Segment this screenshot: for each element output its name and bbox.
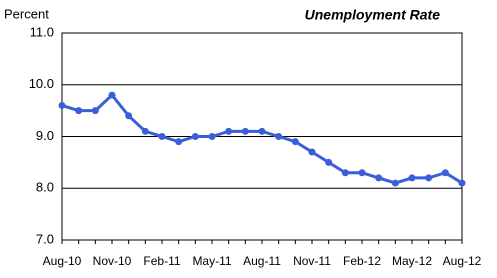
- x-tick-label: May-12: [392, 254, 432, 268]
- data-point: [125, 112, 133, 120]
- data-point: [108, 91, 116, 99]
- data-point: [308, 148, 316, 156]
- y-tick-label: 7.0: [36, 231, 54, 246]
- data-point: [408, 174, 416, 182]
- data-point: [91, 107, 99, 115]
- data-point: [58, 101, 66, 109]
- data-point: [458, 179, 466, 187]
- data-point: [275, 133, 283, 140]
- data-point: [158, 133, 166, 140]
- data-point: [141, 127, 149, 135]
- data-point: [425, 174, 433, 182]
- data-point: [325, 158, 333, 166]
- x-tick-label: Nov-10: [93, 254, 132, 268]
- data-point: [175, 138, 183, 146]
- x-tick-label: Aug-12: [443, 254, 482, 268]
- y-axis-label: Percent: [4, 6, 49, 21]
- data-point: [291, 138, 299, 146]
- x-tick-label: May-11: [192, 254, 231, 268]
- series-line: [61, 92, 463, 185]
- data-point: [225, 127, 233, 135]
- data-point: [241, 127, 249, 135]
- data-point: [375, 174, 383, 182]
- y-tick-label: 11.0: [30, 24, 54, 39]
- x-tick-label: Aug-10: [43, 254, 82, 268]
- data-point: [191, 133, 199, 140]
- data-point: [75, 107, 83, 115]
- y-tick-label: 8.0: [36, 180, 54, 195]
- data-point: [391, 179, 399, 187]
- data-point: [341, 169, 349, 177]
- y-tick-label: 10.0: [29, 76, 54, 91]
- x-tick-label: Feb-12: [343, 254, 381, 268]
- data-point: [358, 169, 366, 177]
- data-point: [258, 127, 266, 135]
- x-tick-label: Feb-11: [143, 254, 180, 268]
- x-tick-label: Nov-11: [293, 254, 331, 268]
- data-point: [208, 133, 216, 140]
- y-tick-label: 9.0: [36, 128, 54, 143]
- data-point: [441, 169, 449, 177]
- chart-title: Unemployment Rate: [305, 7, 441, 23]
- x-tick-label: Aug-11: [243, 254, 281, 268]
